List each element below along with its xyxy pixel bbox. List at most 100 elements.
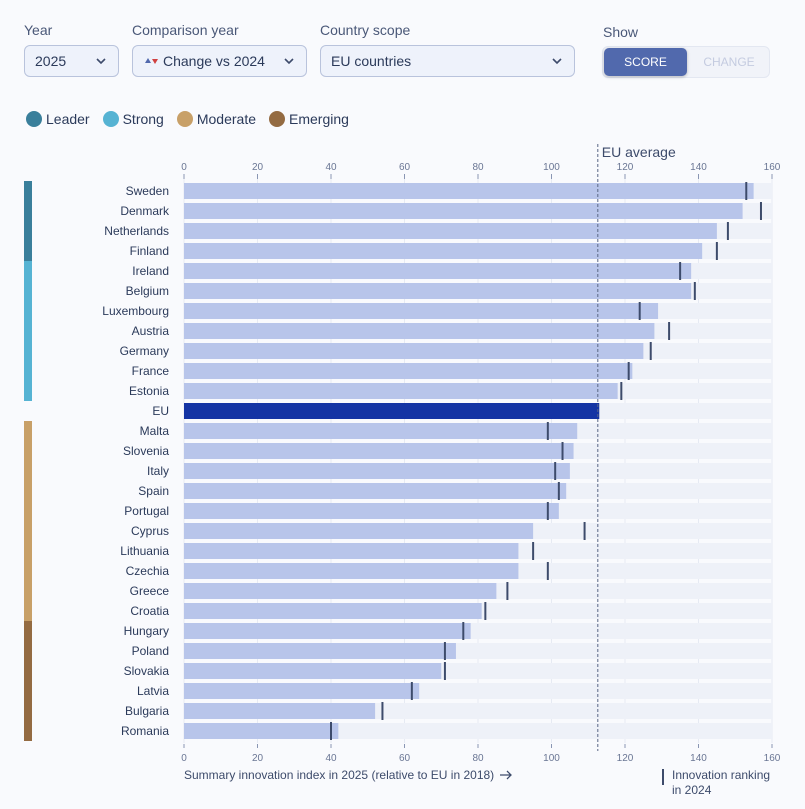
bar-ireland: [184, 263, 692, 279]
scope-value: EU countries: [331, 53, 412, 69]
x-tick-label-bottom: 140: [690, 753, 707, 764]
country-label: Malta: [140, 424, 170, 438]
bar-czechia: [184, 563, 519, 579]
country-label: EU: [152, 404, 169, 418]
bar-italy: [184, 463, 570, 479]
x-axis-title: Summary innovation index in 2025 (relati…: [184, 768, 514, 782]
bar-track: [184, 423, 772, 439]
x-tick-label-top: 80: [472, 162, 484, 173]
country-label: Estonia: [129, 384, 169, 398]
bar-track: [184, 523, 772, 539]
marker-legend-text: Innovation ranking in 2024: [672, 768, 771, 797]
x-tick-label-bottom: 40: [325, 753, 337, 764]
country-label: Poland: [132, 644, 169, 658]
legend-item-leader[interactable]: Leader: [26, 111, 90, 127]
x-tick-label-bottom: 80: [472, 753, 484, 764]
bar-slovenia: [184, 443, 574, 459]
marker-legend: Innovation ranking in 2024: [662, 768, 782, 798]
bar-track: [184, 703, 772, 719]
x-tick-label-top: 100: [543, 162, 560, 173]
x-tick-label-top: 160: [764, 162, 781, 173]
legend-label: Emerging: [289, 111, 349, 127]
year-select[interactable]: 2025: [24, 45, 119, 77]
bar-track: [184, 503, 772, 519]
bar-spain: [184, 483, 567, 499]
comparison-value: Change vs 2024: [163, 53, 265, 69]
bar-sweden: [184, 183, 754, 199]
year-label: Year: [24, 22, 53, 38]
group-strip-leader: [24, 181, 32, 261]
bar-austria: [184, 323, 655, 339]
country-label: Portugal: [124, 504, 169, 518]
bar-finland: [184, 243, 703, 259]
comparison-select[interactable]: Change vs 2024: [132, 45, 307, 77]
country-label: Ireland: [132, 264, 169, 278]
x-tick-label-bottom: 60: [399, 753, 411, 764]
scope-label: Country scope: [320, 22, 411, 38]
bar-track: [184, 343, 772, 359]
bar-cyprus: [184, 523, 534, 539]
country-label: France: [132, 364, 170, 378]
up-down-triangle-icon: [145, 58, 158, 64]
chevron-down-icon: [96, 58, 106, 65]
bar-track: [184, 483, 772, 499]
legend-item-emerging[interactable]: Emerging: [269, 111, 349, 127]
country-label: Germany: [120, 344, 169, 358]
country-label: Greece: [130, 584, 170, 598]
bar-track: [184, 383, 772, 399]
x-axis-title-text: Summary innovation index in 2025 (relati…: [184, 768, 495, 782]
bar-slovakia: [184, 663, 442, 679]
country-label: Hungary: [124, 624, 169, 638]
legend-item-strong[interactable]: Strong: [102, 111, 164, 127]
scope-select[interactable]: EU countries: [320, 45, 575, 77]
bar-track: [184, 363, 772, 379]
x-tick-label-top: 40: [325, 162, 337, 173]
legend-label: Moderate: [196, 111, 256, 127]
bar-france: [184, 363, 633, 379]
bar-hungary: [184, 623, 471, 639]
x-tick-label-top: 20: [252, 162, 264, 173]
bar-netherlands: [184, 223, 717, 239]
chevron-down-icon: [284, 58, 294, 65]
bar-eu: [184, 403, 600, 419]
x-tick-label-bottom: 120: [617, 753, 634, 764]
bar-track: [184, 263, 772, 279]
legend-item-moderate[interactable]: Moderate: [176, 111, 256, 127]
group-strip-moderate: [24, 421, 32, 621]
country-label: Netherlands: [104, 224, 169, 238]
country-label: Finland: [130, 244, 169, 258]
country-label: Slovakia: [124, 664, 170, 678]
bar-track: [184, 623, 772, 639]
bar-croatia: [184, 603, 482, 619]
eu-average-label: EU average: [602, 144, 676, 160]
country-label: Sweden: [126, 184, 169, 198]
score-toggle-button[interactable]: SCORE: [604, 48, 687, 76]
country-label: Slovenia: [123, 444, 169, 458]
bar-track: [184, 283, 772, 299]
comparison-label: Comparison year: [132, 22, 239, 38]
bar-romania: [184, 723, 339, 739]
country-label: Czechia: [126, 564, 170, 578]
bar-track: [184, 543, 772, 559]
bar-track: [184, 303, 772, 319]
bar-track: [184, 443, 772, 459]
x-tick-label-top: 0: [181, 162, 187, 173]
bar-greece: [184, 583, 497, 599]
bar-track: [184, 723, 772, 739]
bar-track: [184, 563, 772, 579]
year-value: 2025: [35, 53, 67, 69]
country-label: Spain: [138, 484, 169, 498]
bar-lithuania: [184, 543, 519, 559]
x-tick-label-bottom: 100: [543, 753, 560, 764]
x-tick-label-top: 60: [399, 162, 411, 173]
bar-malta: [184, 423, 578, 439]
bar-track: [184, 223, 772, 239]
country-label: Italy: [147, 464, 169, 478]
change-toggle-button[interactable]: CHANGE: [703, 55, 755, 69]
x-tick-label-top: 120: [617, 162, 634, 173]
group-strip-strong: [24, 261, 32, 401]
country-label: Romania: [121, 724, 169, 738]
bar-track: [184, 583, 772, 599]
bar-track: [184, 203, 772, 219]
country-label: Croatia: [130, 604, 169, 618]
